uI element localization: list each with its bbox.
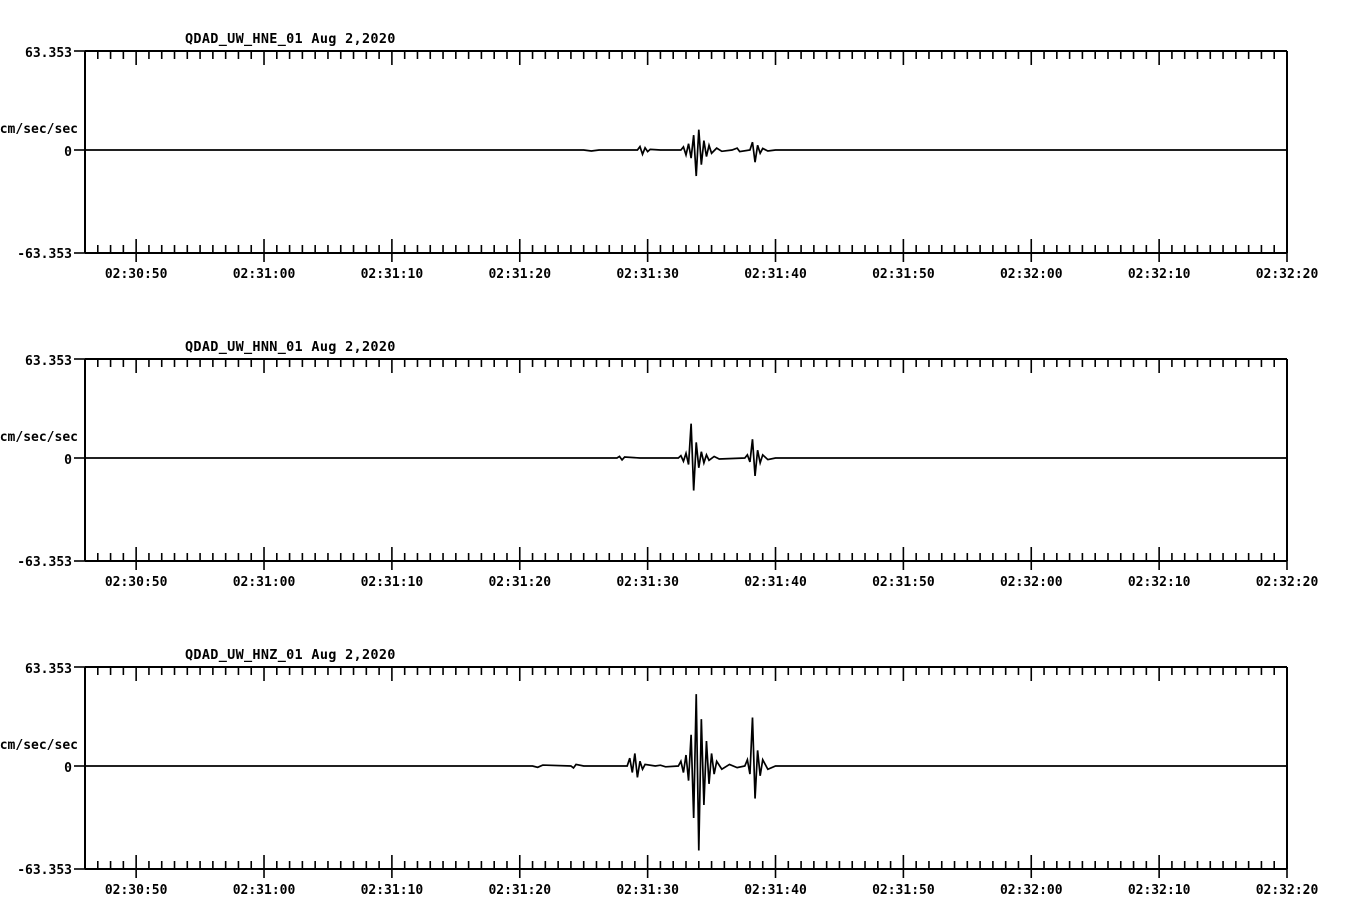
x-tick-label: 02:31:40 (744, 575, 807, 590)
y-axis-max-label-0: 63.353 (25, 46, 72, 61)
x-axis-ticks-0 (84, 51, 1288, 262)
x-tick-label: 02:31:30 (616, 267, 679, 282)
y-axis-units-label-2: cm/sec/sec (0, 738, 78, 753)
x-axis-labels-0: 02:30:50 02:31:00 02:31:10 02:31:20 02:31:30… (105, 267, 1319, 282)
x-tick-label: 02:32:00 (1000, 575, 1063, 590)
y-axis-max-label-2: 63.353 (25, 662, 72, 677)
x-tick-label: 02:31:50 (872, 883, 935, 898)
x-tick-label: 02:30:50 (105, 267, 168, 282)
y-axis-zero-label-1: 0 (64, 453, 72, 468)
plot-frame-2 (74, 666, 1288, 870)
x-tick-label: 02:32:20 (1256, 267, 1319, 282)
x-tick-label: 02:31:10 (361, 883, 424, 898)
x-tick-label: 02:31:30 (616, 883, 679, 898)
panel-title-2: QDAD_UW_HNZ_01 Aug 2,2020 (185, 647, 396, 663)
panel-hne: 63.353 cm/sec/sec 0 -63.353 QDAD_UW_HNE_… (0, 0, 1358, 300)
x-tick-label: 02:32:10 (1128, 575, 1191, 590)
x-tick-label: 02:31:00 (233, 883, 296, 898)
y-axis-min-label-2: -63.353 (17, 863, 72, 878)
panel-hnz-svg: 63.353 cm/sec/sec 0 -63.353 QDAD_UW_HNZ_… (0, 647, 1319, 898)
x-tick-label: 02:32:00 (1000, 267, 1063, 282)
x-axis-ticks-1 (84, 359, 1288, 570)
x-tick-label: 02:31:50 (872, 267, 935, 282)
x-tick-label: 02:31:00 (233, 575, 296, 590)
y-axis-units-label-0: cm/sec/sec (0, 122, 78, 137)
plot-frame-1 (74, 358, 1288, 562)
x-axis-ticks-2 (84, 667, 1288, 878)
y-axis-zero-label-0: 0 (64, 145, 72, 160)
y-axis-min-label-0: -63.353 (17, 247, 72, 262)
x-tick-label: 02:31:10 (361, 267, 424, 282)
x-tick-label: 02:31:40 (744, 267, 807, 282)
x-tick-label: 02:31:20 (488, 267, 551, 282)
x-tick-label: 02:32:20 (1256, 575, 1319, 590)
x-tick-label: 02:31:40 (744, 883, 807, 898)
waveform-trace-hnz (85, 694, 1287, 851)
y-axis-units-label-1: cm/sec/sec (0, 430, 78, 445)
y-axis-max-label-1: 63.353 (25, 354, 72, 369)
x-tick-label: 02:32:10 (1128, 267, 1191, 282)
x-tick-label: 02:31:20 (488, 883, 551, 898)
x-tick-label: 02:31:30 (616, 575, 679, 590)
panel-title-0: QDAD_UW_HNE_01 Aug 2,2020 (185, 31, 396, 47)
x-tick-label: 02:31:00 (233, 267, 296, 282)
x-tick-label: 02:32:10 (1128, 883, 1191, 898)
panel-hnz: 63.353 cm/sec/sec 0 -63.353 QDAD_UW_HNZ_… (0, 616, 1358, 924)
panel-hnn-svg: 63.353 cm/sec/sec 0 -63.353 QDAD_UW_HNN_… (0, 339, 1319, 590)
panel-hnn: 63.353 cm/sec/sec 0 -63.353 QDAD_UW_HNN_… (0, 308, 1358, 608)
x-axis-labels-1: 02:30:50 02:31:00 02:31:10 02:31:20 02:31:30… (105, 575, 1319, 590)
x-tick-label: 02:31:50 (872, 575, 935, 590)
y-axis-zero-label-2: 0 (64, 761, 72, 776)
x-tick-label: 02:32:20 (1256, 883, 1319, 898)
panel-title-1: QDAD_UW_HNN_01 Aug 2,2020 (185, 339, 396, 355)
x-tick-label: 02:31:20 (488, 575, 551, 590)
waveform-trace-hne (85, 129, 1287, 177)
waveform-trace-hnn (85, 423, 1287, 491)
x-tick-label: 02:32:00 (1000, 883, 1063, 898)
x-tick-label: 02:31:10 (361, 575, 424, 590)
x-tick-label: 02:30:50 (105, 883, 168, 898)
x-axis-labels-2: 02:30:50 02:31:00 02:31:10 02:31:20 02:31:30… (105, 883, 1319, 898)
panel-hne-svg: 63.353 cm/sec/sec 0 -63.353 QDAD_UW_HNE_… (0, 31, 1319, 282)
x-tick-label: 02:30:50 (105, 575, 168, 590)
y-axis-min-label-1: -63.353 (17, 555, 72, 570)
plot-frame-0 (74, 50, 1288, 254)
